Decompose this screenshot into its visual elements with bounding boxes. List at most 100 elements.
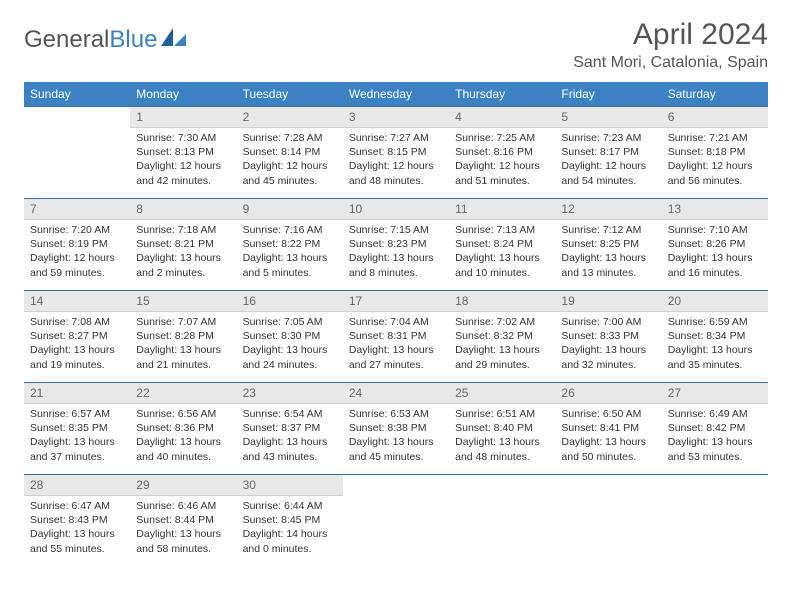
- calendar-week-row: 21Sunrise: 6:57 AMSunset: 8:35 PMDayligh…: [24, 383, 768, 475]
- calendar-cell: 15Sunrise: 7:07 AMSunset: 8:28 PMDayligh…: [130, 291, 236, 383]
- calendar-week-row: 7Sunrise: 7:20 AMSunset: 8:19 PMDaylight…: [24, 199, 768, 291]
- day-header: Tuesday: [237, 82, 343, 107]
- day-header: Monday: [130, 82, 236, 107]
- calendar-cell: 13Sunrise: 7:10 AMSunset: 8:26 PMDayligh…: [662, 199, 768, 291]
- calendar-cell: 1Sunrise: 7:30 AMSunset: 8:13 PMDaylight…: [130, 107, 236, 199]
- calendar-cell: 27Sunrise: 6:49 AMSunset: 8:42 PMDayligh…: [662, 383, 768, 475]
- logo-word1: General: [24, 26, 109, 53]
- day-number: 2: [237, 107, 343, 128]
- day-number: 20: [662, 291, 768, 312]
- logo-text: GeneralBlue: [24, 26, 157, 54]
- location: Sant Mori, Catalonia, Spain: [573, 54, 768, 72]
- logo-sail-icon: [161, 28, 187, 53]
- day-number: 10: [343, 199, 449, 220]
- day-body: Sunrise: 6:57 AMSunset: 8:35 PMDaylight:…: [24, 404, 130, 470]
- day-body: Sunrise: 6:59 AMSunset: 8:34 PMDaylight:…: [662, 312, 768, 378]
- calendar-cell: 9Sunrise: 7:16 AMSunset: 8:22 PMDaylight…: [237, 199, 343, 291]
- calendar-cell: 16Sunrise: 7:05 AMSunset: 8:30 PMDayligh…: [237, 291, 343, 383]
- day-body: Sunrise: 6:53 AMSunset: 8:38 PMDaylight:…: [343, 404, 449, 470]
- day-body: Sunrise: 7:02 AMSunset: 8:32 PMDaylight:…: [449, 312, 555, 378]
- day-number: 17: [343, 291, 449, 312]
- day-body: Sunrise: 7:15 AMSunset: 8:23 PMDaylight:…: [343, 220, 449, 286]
- day-body: Sunrise: 6:44 AMSunset: 8:45 PMDaylight:…: [237, 496, 343, 562]
- day-number: 24: [343, 383, 449, 404]
- day-number: 21: [24, 383, 130, 404]
- day-header: Saturday: [662, 82, 768, 107]
- day-body: Sunrise: 7:16 AMSunset: 8:22 PMDaylight:…: [237, 220, 343, 286]
- calendar-cell: 2Sunrise: 7:28 AMSunset: 8:14 PMDaylight…: [237, 107, 343, 199]
- day-number: 27: [662, 383, 768, 404]
- calendar-cell: 18Sunrise: 7:02 AMSunset: 8:32 PMDayligh…: [449, 291, 555, 383]
- day-body: Sunrise: 7:00 AMSunset: 8:33 PMDaylight:…: [555, 312, 661, 378]
- day-header: Thursday: [449, 82, 555, 107]
- logo-word2: Blue: [109, 26, 157, 53]
- calendar-cell: 30Sunrise: 6:44 AMSunset: 8:45 PMDayligh…: [237, 475, 343, 567]
- calendar-cell: 8Sunrise: 7:18 AMSunset: 8:21 PMDaylight…: [130, 199, 236, 291]
- calendar-cell: [24, 107, 130, 199]
- day-number: 12: [555, 199, 661, 220]
- day-number: 7: [24, 199, 130, 220]
- calendar-week-row: 1Sunrise: 7:30 AMSunset: 8:13 PMDaylight…: [24, 107, 768, 199]
- day-body: Sunrise: 6:50 AMSunset: 8:41 PMDaylight:…: [555, 404, 661, 470]
- header: GeneralBlue April 2024 Sant Mori, Catalo…: [24, 18, 768, 72]
- calendar-cell: 10Sunrise: 7:15 AMSunset: 8:23 PMDayligh…: [343, 199, 449, 291]
- calendar-cell: 12Sunrise: 7:12 AMSunset: 8:25 PMDayligh…: [555, 199, 661, 291]
- calendar-cell: [662, 475, 768, 567]
- calendar-head: SundayMondayTuesdayWednesdayThursdayFrid…: [24, 82, 768, 107]
- calendar-cell: [343, 475, 449, 567]
- day-number: 30: [237, 475, 343, 496]
- day-number: 14: [24, 291, 130, 312]
- day-number: 22: [130, 383, 236, 404]
- calendar-week-row: 28Sunrise: 6:47 AMSunset: 8:43 PMDayligh…: [24, 475, 768, 567]
- day-body: Sunrise: 7:13 AMSunset: 8:24 PMDaylight:…: [449, 220, 555, 286]
- calendar-cell: 24Sunrise: 6:53 AMSunset: 8:38 PMDayligh…: [343, 383, 449, 475]
- day-body: Sunrise: 7:04 AMSunset: 8:31 PMDaylight:…: [343, 312, 449, 378]
- calendar-cell: 4Sunrise: 7:25 AMSunset: 8:16 PMDaylight…: [449, 107, 555, 199]
- title-block: April 2024 Sant Mori, Catalonia, Spain: [573, 18, 768, 72]
- day-number: 16: [237, 291, 343, 312]
- calendar-body: 1Sunrise: 7:30 AMSunset: 8:13 PMDaylight…: [24, 107, 768, 567]
- day-header: Wednesday: [343, 82, 449, 107]
- day-body: Sunrise: 7:10 AMSunset: 8:26 PMDaylight:…: [662, 220, 768, 286]
- calendar-cell: 6Sunrise: 7:21 AMSunset: 8:18 PMDaylight…: [662, 107, 768, 199]
- day-body: Sunrise: 6:47 AMSunset: 8:43 PMDaylight:…: [24, 496, 130, 562]
- day-body: Sunrise: 7:28 AMSunset: 8:14 PMDaylight:…: [237, 128, 343, 194]
- day-number: 26: [555, 383, 661, 404]
- day-body: Sunrise: 7:25 AMSunset: 8:16 PMDaylight:…: [449, 128, 555, 194]
- day-number: 13: [662, 199, 768, 220]
- calendar-cell: 3Sunrise: 7:27 AMSunset: 8:15 PMDaylight…: [343, 107, 449, 199]
- calendar-cell: 23Sunrise: 6:54 AMSunset: 8:37 PMDayligh…: [237, 383, 343, 475]
- day-number: 4: [449, 107, 555, 128]
- calendar-cell: 7Sunrise: 7:20 AMSunset: 8:19 PMDaylight…: [24, 199, 130, 291]
- day-body: Sunrise: 7:08 AMSunset: 8:27 PMDaylight:…: [24, 312, 130, 378]
- day-number: 6: [662, 107, 768, 128]
- day-header: Friday: [555, 82, 661, 107]
- day-header-row: SundayMondayTuesdayWednesdayThursdayFrid…: [24, 82, 768, 107]
- day-body: Sunrise: 7:23 AMSunset: 8:17 PMDaylight:…: [555, 128, 661, 194]
- day-number: 23: [237, 383, 343, 404]
- calendar-cell: 11Sunrise: 7:13 AMSunset: 8:24 PMDayligh…: [449, 199, 555, 291]
- day-body: Sunrise: 7:21 AMSunset: 8:18 PMDaylight:…: [662, 128, 768, 194]
- calendar-week-row: 14Sunrise: 7:08 AMSunset: 8:27 PMDayligh…: [24, 291, 768, 383]
- calendar-cell: 21Sunrise: 6:57 AMSunset: 8:35 PMDayligh…: [24, 383, 130, 475]
- day-number: 18: [449, 291, 555, 312]
- day-number: 29: [130, 475, 236, 496]
- calendar-cell: 14Sunrise: 7:08 AMSunset: 8:27 PMDayligh…: [24, 291, 130, 383]
- calendar-cell: [449, 475, 555, 567]
- day-number: 28: [24, 475, 130, 496]
- day-body: Sunrise: 6:46 AMSunset: 8:44 PMDaylight:…: [130, 496, 236, 562]
- day-body: Sunrise: 7:18 AMSunset: 8:21 PMDaylight:…: [130, 220, 236, 286]
- calendar-cell: 17Sunrise: 7:04 AMSunset: 8:31 PMDayligh…: [343, 291, 449, 383]
- day-body: Sunrise: 7:27 AMSunset: 8:15 PMDaylight:…: [343, 128, 449, 194]
- day-header: Sunday: [24, 82, 130, 107]
- calendar-cell: 28Sunrise: 6:47 AMSunset: 8:43 PMDayligh…: [24, 475, 130, 567]
- day-body: Sunrise: 6:51 AMSunset: 8:40 PMDaylight:…: [449, 404, 555, 470]
- day-number: 25: [449, 383, 555, 404]
- day-number: 3: [343, 107, 449, 128]
- calendar-cell: [555, 475, 661, 567]
- day-body: Sunrise: 6:56 AMSunset: 8:36 PMDaylight:…: [130, 404, 236, 470]
- calendar-cell: 19Sunrise: 7:00 AMSunset: 8:33 PMDayligh…: [555, 291, 661, 383]
- calendar-table: SundayMondayTuesdayWednesdayThursdayFrid…: [24, 82, 768, 567]
- day-number: 8: [130, 199, 236, 220]
- day-number: 9: [237, 199, 343, 220]
